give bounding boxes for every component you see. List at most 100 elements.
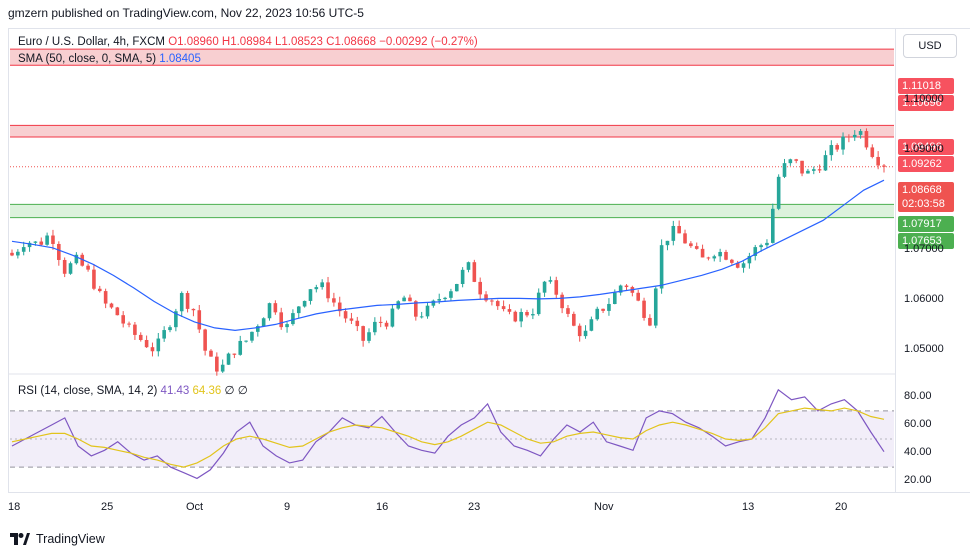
- candle-body: [700, 248, 705, 258]
- candle-body: [689, 243, 693, 247]
- candle-body: [414, 301, 418, 317]
- candle-body: [39, 241, 44, 245]
- candle-body: [27, 242, 32, 248]
- candle-body: [16, 251, 20, 256]
- rsi-line: [11, 388, 885, 480]
- candle-body: [45, 235, 49, 245]
- candle-body: [220, 364, 225, 372]
- candle-body: [408, 297, 412, 302]
- candle-body: [86, 265, 90, 270]
- candle-body: [618, 285, 623, 293]
- candle-body: [513, 311, 518, 322]
- candle-body: [747, 255, 752, 264]
- candle-body: [162, 330, 166, 339]
- candle-body: [179, 293, 184, 312]
- candle-body: [525, 312, 529, 316]
- rsi-empty-value-1: ∅: [224, 385, 235, 397]
- candle-body: [74, 254, 79, 264]
- candle-body: [642, 300, 646, 318]
- candle-body: [683, 233, 687, 244]
- candle-body: [876, 156, 880, 166]
- candle-body: [852, 134, 857, 138]
- candle-body: [694, 246, 699, 249]
- candle-body: [730, 259, 734, 263]
- candle-body: [150, 347, 155, 352]
- candle-body: [326, 282, 330, 299]
- candle-body: [332, 298, 336, 303]
- candle-body: [261, 318, 266, 327]
- candle-body: [133, 324, 137, 335]
- candle-body: [536, 292, 541, 315]
- candle-body: [741, 263, 746, 268]
- candle-body: [109, 303, 114, 308]
- candle-body: [402, 297, 406, 302]
- candle-body: [718, 251, 722, 257]
- candle-body: [519, 312, 523, 322]
- candle-body: [724, 251, 728, 260]
- candle-body: [659, 245, 664, 289]
- time-axis-label: 18: [8, 501, 21, 513]
- candle-body: [21, 247, 26, 252]
- candle-body: [232, 353, 237, 355]
- candle-body: [454, 283, 459, 292]
- rsi-value: 41.43: [160, 385, 190, 397]
- candle-body: [507, 309, 512, 312]
- price-axis[interactable]: [896, 28, 970, 493]
- rsi-axis-label: 80.00: [904, 389, 932, 402]
- candle-body: [636, 292, 641, 301]
- candle-body: [765, 242, 769, 246]
- candle-body: [782, 163, 787, 177]
- candle-body: [115, 307, 120, 316]
- currency-button[interactable]: USD: [903, 34, 957, 58]
- support-zone-2: [10, 204, 894, 218]
- candle-body: [478, 281, 482, 295]
- candle-body: [62, 259, 67, 274]
- candle-body: [361, 326, 365, 341]
- candle-body: [226, 353, 231, 365]
- candle-body: [759, 245, 763, 248]
- candle-body: [823, 155, 828, 171]
- ohlc-values: O1.08960 H1.08984 L1.08523 C1.08668 −0.0…: [168, 36, 478, 48]
- candle-body: [624, 285, 629, 288]
- sma-label[interactable]: SMA (50, close, 0, SMA, 5): [18, 53, 157, 65]
- candle-body: [449, 291, 453, 298]
- resistance-zone-0: [10, 49, 894, 66]
- time-axis-label: 20: [835, 501, 848, 513]
- candle-body: [68, 263, 73, 274]
- candle-body: [566, 308, 570, 314]
- candle-body: [589, 319, 594, 331]
- candle-body: [97, 288, 102, 292]
- candle-body: [314, 287, 319, 290]
- candle-body: [671, 225, 676, 241]
- candle-body: [255, 326, 260, 332]
- symbol-title[interactable]: Euro / U.S. Dollar, 4h, FXCM: [18, 36, 165, 48]
- candle-body: [800, 160, 804, 174]
- candle-body: [121, 315, 125, 324]
- candle-body: [51, 235, 55, 244]
- chart-frame[interactable]: [8, 28, 896, 493]
- tradingview-footer[interactable]: TradingView: [10, 532, 105, 546]
- time-axis-label: 9: [284, 501, 291, 513]
- candle-body: [80, 254, 85, 266]
- candle-body: [811, 169, 816, 171]
- candle-body: [806, 170, 810, 174]
- price-tag-support-2: 1.07653: [898, 233, 954, 249]
- rsi-legend: RSI (14, close, SMA, 14, 2) 41.43 64.36 …: [18, 383, 248, 397]
- sma-legend: SMA (50, close, 0, SMA, 5) 1.08405: [18, 53, 201, 65]
- candle-body: [443, 297, 447, 300]
- publisher-line: gmzern published on TradingView.com, Nov…: [8, 6, 364, 20]
- candle-body: [677, 225, 681, 234]
- candle-body: [57, 243, 61, 260]
- rsi-ma-value: 64.36: [192, 385, 222, 397]
- footer-brand: TradingView: [36, 532, 105, 546]
- candle-body: [490, 300, 494, 302]
- candle-body: [203, 329, 207, 351]
- candle-countdown: 02:03:58: [902, 198, 945, 210]
- rsi-label[interactable]: RSI (14, close, SMA, 14, 2): [18, 385, 158, 397]
- candle-body: [273, 303, 278, 313]
- candle-body: [472, 262, 477, 282]
- symbol-legend: Euro / U.S. Dollar, 4h, FXCM O1.08960 H1…: [18, 36, 478, 48]
- candle-body: [378, 321, 383, 323]
- candle-body: [92, 269, 96, 289]
